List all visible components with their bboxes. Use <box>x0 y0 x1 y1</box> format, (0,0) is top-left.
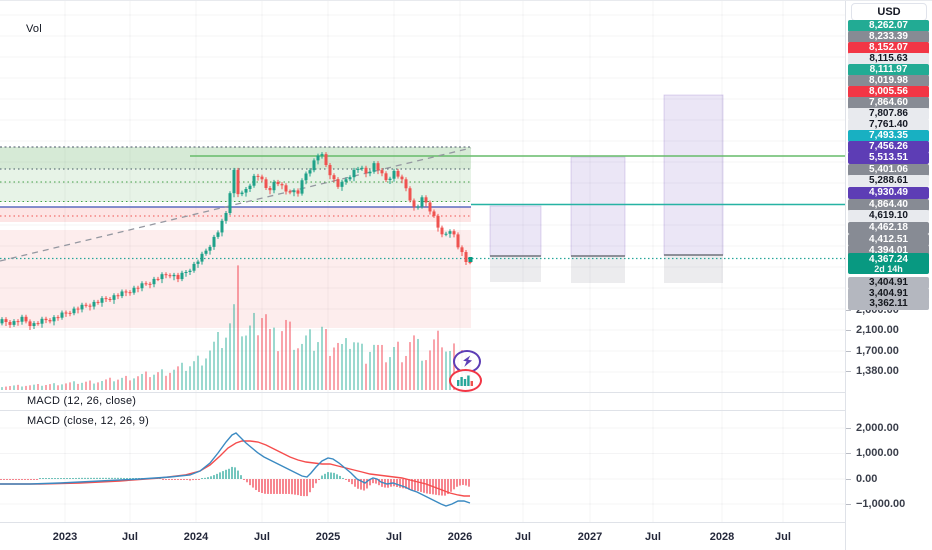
candlesticks <box>0 152 473 330</box>
price-badge: 7,493.35 <box>848 130 929 142</box>
price-badge: 3,404.91 <box>848 288 929 300</box>
chart-canvas[interactable] <box>0 1 845 550</box>
macd-axis-label: 0.00 <box>856 473 878 485</box>
price-badge: 7,807.86 <box>848 108 929 120</box>
price-badge: 8,152.07 <box>848 42 929 54</box>
macd-signal-line <box>0 440 470 497</box>
time-axis-label: Jul <box>515 531 531 543</box>
price-badge: 8,005.56 <box>848 86 929 98</box>
price-badge: 3,362.11 <box>848 298 929 310</box>
price-badge: 7,456.26 <box>848 141 929 153</box>
price-badge: 5,513.51 <box>848 152 929 164</box>
macd-axis-label: −1,000.00 <box>856 498 906 510</box>
price-badge: 4,930.49 <box>848 187 929 199</box>
current-price: 4,367.24 <box>869 254 908 265</box>
price-badge: 8,233.39 <box>848 31 929 43</box>
projection-box-purple <box>570 156 626 257</box>
time-axis-label: 2028 <box>709 531 735 543</box>
pink-zone-upper <box>0 207 471 222</box>
currency-toggle-button[interactable]: USD <box>851 3 927 21</box>
price-badge: 8,111.97 <box>848 64 929 76</box>
price-badge: 4,462.18 <box>848 222 929 234</box>
volume-indicator-label: Vol <box>26 23 42 35</box>
time-axis-separator <box>0 522 932 523</box>
price-axis-label: 1,380.00 <box>856 365 899 377</box>
price-axis-tick <box>846 351 851 352</box>
price-badge: 7,864.60 <box>848 97 929 109</box>
macd-main-line <box>0 432 471 507</box>
time-axis[interactable]: 2023 Jul 2024 Jul 2025 Jul 2026 Jul 2027 Jul 2028 J… <box>0 523 845 550</box>
macd-axis-tick <box>846 504 851 505</box>
price-badge: 5,288.61 <box>848 175 929 187</box>
current-price-badge: 4,367.24 2d 14h <box>848 253 929 274</box>
macd-axis-tick <box>846 453 851 454</box>
mini-bars-glyph <box>457 375 473 386</box>
time-axis-label: 2024 <box>183 531 209 543</box>
price-badge: 7,761.40 <box>848 119 929 131</box>
macd-axis-tick <box>846 479 851 480</box>
volume-chart-icon[interactable] <box>449 369 482 392</box>
projection-box-gray <box>490 256 541 282</box>
time-axis-label: Jul <box>775 531 791 543</box>
pane-separator[interactable] <box>0 410 932 411</box>
macd-pane-label: MACD (close, 12, 26, 9) <box>27 415 149 427</box>
time-axis-label: 2025 <box>315 531 341 543</box>
price-badge: 4,619.10 <box>848 210 929 222</box>
time-axis-label: Jul <box>645 531 661 543</box>
trendline <box>0 147 472 262</box>
time-axis-label: 2023 <box>52 531 78 543</box>
macd-axis-label: 2,000.00 <box>856 422 899 434</box>
projection-box-gray <box>571 256 625 283</box>
price-axis-tick <box>846 310 851 311</box>
time-axis-label: Jul <box>122 531 138 543</box>
bar-countdown: 2d 14h <box>874 264 903 274</box>
price-axis-tick <box>846 371 851 372</box>
price-axis-tick <box>846 330 851 331</box>
price-axis-label: 2,100.00 <box>856 324 899 336</box>
lightning-bolt-glyph <box>462 355 472 367</box>
projection-box-purple <box>489 205 542 257</box>
price-scale[interactable]: USD 2,600.00 2,100.00 1,700.00 1,380.00 2,00… <box>845 1 932 550</box>
volume-bars <box>1 265 471 390</box>
macd-pane <box>0 432 471 507</box>
dashed-trendline <box>0 147 472 262</box>
price-badge: 8,019.98 <box>848 75 929 87</box>
forecast-boxes <box>489 94 724 283</box>
gridlines <box>0 1 845 522</box>
price-badge: 8,262.07 <box>848 20 929 32</box>
pane-separator[interactable] <box>0 392 932 393</box>
projection-box-purple <box>663 94 724 256</box>
price-badge: 8,115.63 <box>848 53 929 65</box>
price-badge: 3,404.91 <box>848 277 929 289</box>
price-badge: 4,864.40 <box>848 199 929 211</box>
time-axis-label: Jul <box>254 531 270 543</box>
macd-axis-tick <box>846 428 851 429</box>
time-axis-label: 2027 <box>577 531 603 543</box>
projection-box-gray <box>664 255 723 283</box>
price-badge: 4,412.51 <box>848 234 929 246</box>
price-badge: 5,401.06 <box>848 164 929 176</box>
macd-axis-label: 1,000.00 <box>856 447 899 459</box>
price-axis-label: 1,700.00 <box>856 345 899 357</box>
time-axis-label: 2026 <box>447 531 473 543</box>
time-axis-label: Jul <box>386 531 402 543</box>
green-zone-top-strip <box>0 147 471 169</box>
macd-collapsed-pane-label: MACD (12, 26, close) <box>27 395 137 407</box>
